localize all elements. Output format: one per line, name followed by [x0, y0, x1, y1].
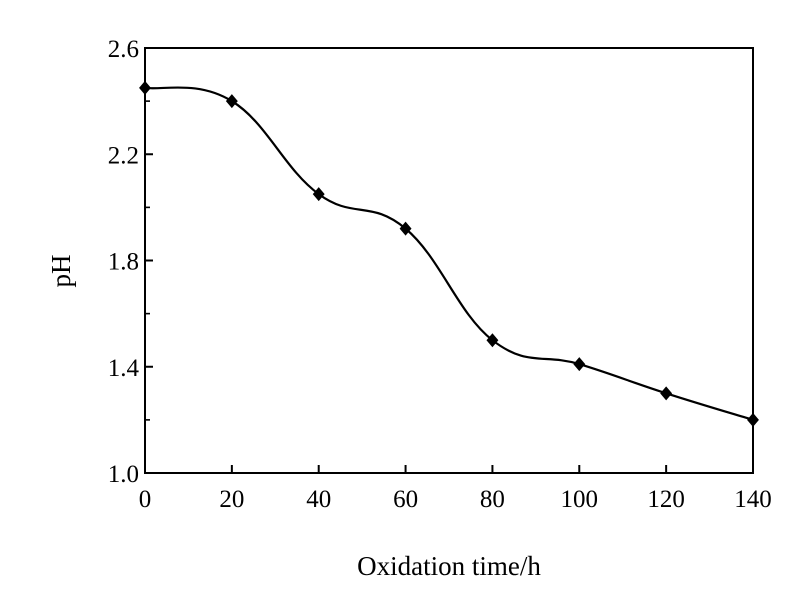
data-point-marker [660, 386, 672, 400]
data-point-marker [313, 187, 325, 201]
x-tick-label: 80 [480, 486, 505, 513]
plot-area [145, 48, 753, 473]
x-tick-label: 120 [647, 486, 685, 513]
series-line [145, 87, 753, 419]
data-point-marker [226, 94, 238, 108]
y-axis: 1.0 1.4 1.8 2.2 2.6 [108, 36, 153, 488]
y-tick-label: 1.4 [108, 355, 140, 382]
x-tick-label: 140 [734, 486, 772, 513]
x-tick-label: 20 [219, 486, 244, 513]
data-point-marker [139, 81, 151, 95]
plot-frame [145, 48, 753, 473]
data-point-marker [747, 413, 759, 427]
y-tick-label: 1.8 [108, 249, 139, 276]
data-point-marker [573, 357, 585, 371]
x-tick-label: 0 [139, 486, 152, 513]
y-tick-label: 2.2 [108, 142, 139, 169]
y-axis-label: pH [46, 255, 76, 288]
x-axis-label: Oxidation time/h [357, 551, 541, 581]
y-tick-label: 1.0 [108, 461, 139, 488]
x-tick-label: 60 [393, 486, 418, 513]
series-markers [139, 81, 759, 427]
x-tick-label: 40 [306, 486, 331, 513]
y-tick-label: 2.6 [108, 36, 139, 63]
x-tick-label: 100 [561, 486, 599, 513]
